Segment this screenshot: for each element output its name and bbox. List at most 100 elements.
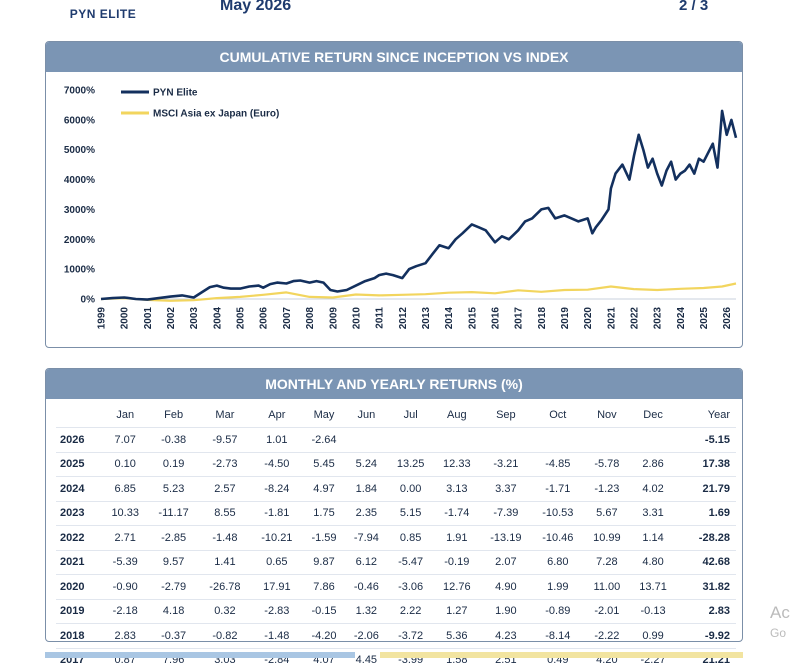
month-cell: -8.14 (532, 624, 584, 649)
brand-name: PYN ELITE (62, 7, 144, 21)
month-cell: -5.39 (102, 550, 148, 575)
month-cell: -2.06 (345, 624, 387, 649)
month-cell: 4.90 (480, 575, 532, 600)
header-cell: Year (676, 403, 736, 428)
legend-label: MSCI Asia ex Japan (Euro) (153, 109, 279, 120)
month-cell: 6.85 (102, 477, 148, 502)
y-tick-label: 0% (81, 295, 96, 306)
month-cell (388, 428, 434, 453)
month-cell: 0.00 (388, 477, 434, 502)
month-cell: 0.99 (630, 624, 676, 649)
month-cell: -13.19 (480, 526, 532, 551)
legend-label: PYN Elite (153, 88, 198, 99)
month-cell: 3.13 (434, 477, 480, 502)
month-cell: 11.00 (584, 575, 630, 600)
year-total-cell: -5.15 (676, 428, 736, 453)
month-cell: 3.37 (480, 477, 532, 502)
month-cell: -1.74 (434, 501, 480, 526)
page-header: PYN ELITE May 2026 2 / 3 (0, 0, 793, 30)
month-cell: -0.46 (345, 575, 387, 600)
row-year-cell: 2024 (56, 477, 102, 502)
x-tick-label: 2002 (166, 307, 177, 330)
row-year-cell: 2023 (56, 501, 102, 526)
report-date: May 2026 (220, 0, 291, 15)
month-cell: 2.71 (102, 526, 148, 551)
header-cell: Aug (434, 403, 480, 428)
y-tick-label: 7000% (64, 86, 95, 97)
month-cell: 12.33 (434, 452, 480, 477)
month-cell: 7.86 (303, 575, 345, 600)
month-cell: -0.82 (199, 624, 251, 649)
month-cell: 2.83 (102, 624, 148, 649)
month-cell: 2.07 (480, 550, 532, 575)
month-cell: 1.90 (480, 599, 532, 624)
header-cell: Dec (630, 403, 676, 428)
x-tick-label: 2019 (560, 307, 571, 330)
month-cell (584, 428, 630, 453)
x-tick-label: 2011 (375, 307, 386, 329)
month-cell: 1.84 (345, 477, 387, 502)
x-tick-label: 2025 (699, 307, 710, 330)
month-cell: 1.14 (630, 526, 676, 551)
year-total-cell: 21.79 (676, 477, 736, 502)
month-cell: 7.07 (102, 428, 148, 453)
header-cell: Mar (199, 403, 251, 428)
month-cell: -5.78 (584, 452, 630, 477)
month-cell: -10.53 (532, 501, 584, 526)
x-tick-label: 2000 (120, 307, 131, 330)
month-cell: 5.15 (388, 501, 434, 526)
x-tick-label: 2005 (236, 307, 247, 330)
month-cell: -3.21 (480, 452, 532, 477)
month-cell: -7.39 (480, 501, 532, 526)
month-cell: 4.97 (303, 477, 345, 502)
x-tick-label: 2021 (606, 307, 617, 330)
row-year-cell: 2019 (56, 599, 102, 624)
month-cell: -2.73 (199, 452, 251, 477)
month-cell: 7.28 (584, 550, 630, 575)
x-tick-label: 2024 (676, 307, 687, 330)
x-tick-label: 2004 (212, 307, 223, 330)
watermark-line-2: Go (770, 626, 786, 640)
month-cell: -0.15 (303, 599, 345, 624)
month-cell: -2.83 (251, 599, 303, 624)
month-cell: -2.64 (303, 428, 345, 453)
month-cell: -10.46 (532, 526, 584, 551)
cumulative-return-chart: 0%1000%2000%3000%4000%5000%6000%7000%199… (46, 72, 742, 347)
x-tick-label: 2022 (630, 307, 641, 330)
y-tick-label: 3000% (64, 205, 95, 216)
x-tick-label: 2008 (305, 307, 316, 330)
month-cell: 9.57 (148, 550, 199, 575)
watermark-line-1: Ac (770, 603, 790, 623)
month-cell: 1.75 (303, 501, 345, 526)
month-cell: -2.01 (584, 599, 630, 624)
row-year-cell: 2022 (56, 526, 102, 551)
month-cell: 0.19 (148, 452, 199, 477)
bottom-strip-right (380, 652, 743, 658)
month-cell: 13.25 (388, 452, 434, 477)
row-year-cell: 2021 (56, 550, 102, 575)
month-cell: 5.45 (303, 452, 345, 477)
month-cell (345, 428, 387, 453)
y-tick-label: 6000% (64, 115, 95, 126)
month-cell: -0.19 (434, 550, 480, 575)
month-cell: 0.65 (251, 550, 303, 575)
row-year-cell: 2020 (56, 575, 102, 600)
month-cell: -0.89 (532, 599, 584, 624)
header-cell-year (56, 403, 102, 428)
month-cell: -2.18 (102, 599, 148, 624)
month-cell: -11.17 (148, 501, 199, 526)
month-cell: 2.22 (388, 599, 434, 624)
header-cell: Apr (251, 403, 303, 428)
month-cell: -0.38 (148, 428, 199, 453)
month-cell (480, 428, 532, 453)
month-cell: 1.41 (199, 550, 251, 575)
row-year-cell: 2025 (56, 452, 102, 477)
x-tick-label: 2006 (259, 307, 270, 330)
year-total-cell: 2.83 (676, 599, 736, 624)
y-tick-label: 4000% (64, 175, 95, 186)
